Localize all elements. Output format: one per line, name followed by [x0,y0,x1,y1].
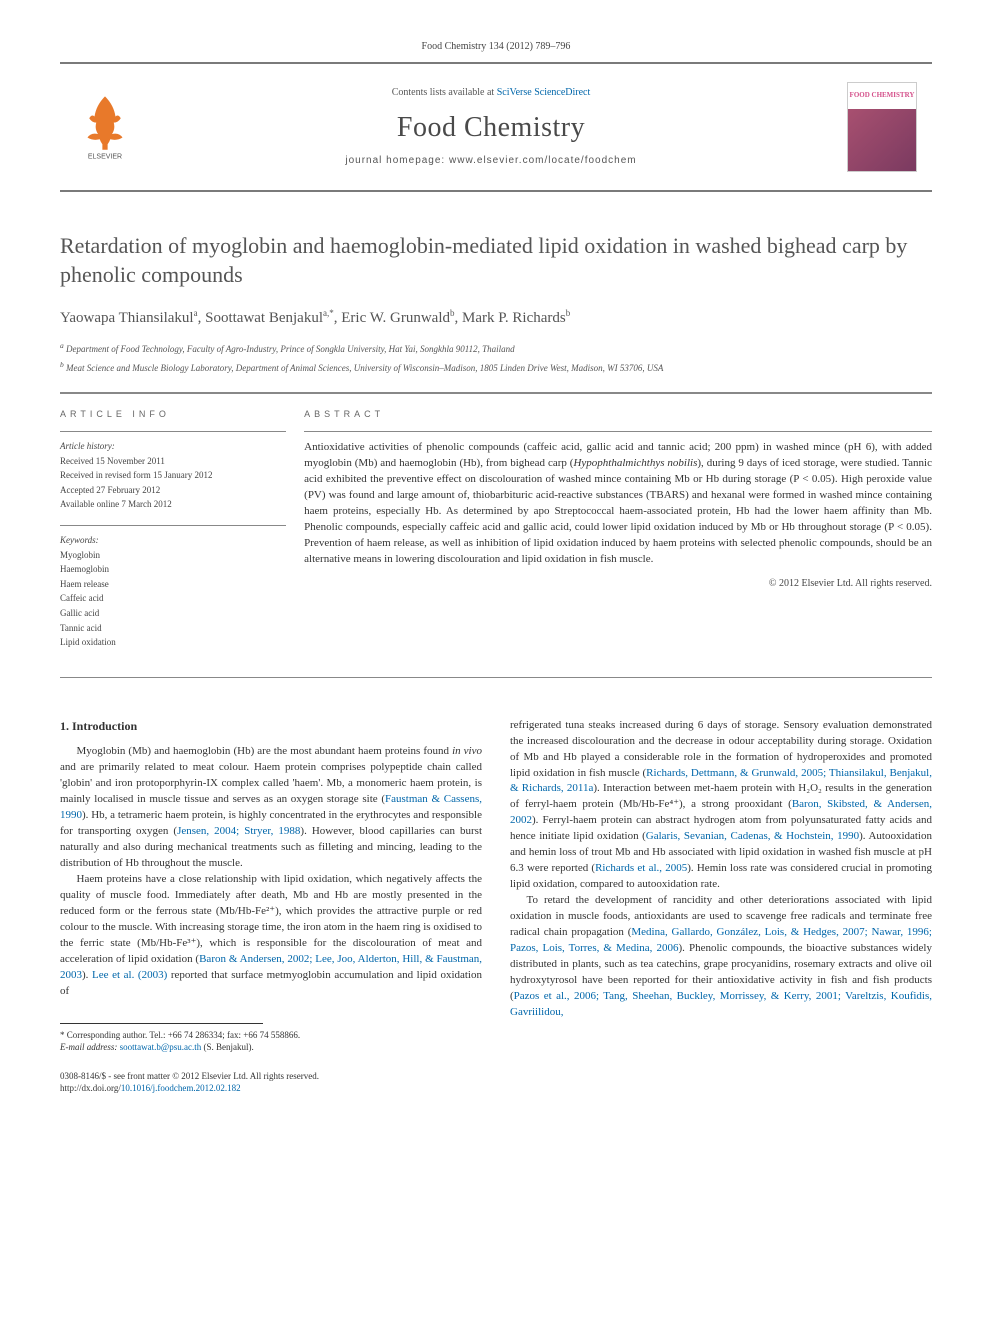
author-3[interactable]: Eric W. Grunwaldb [341,310,454,326]
history-online: Available online 7 March 2012 [60,498,286,511]
history-revised: Received in revised form 15 January 2012 [60,469,286,482]
body-two-column: 1. Introduction Myoglobin (Mb) and haemo… [60,718,932,1054]
journal-name: Food Chemistry [397,108,585,147]
keyword-1: Myoglobin [60,549,286,562]
contents-prefix: Contents lists available at [392,87,497,98]
corresponding-author-footnote: * Corresponding author. Tel.: +66 74 286… [60,1030,482,1042]
abstract-rule [304,431,932,432]
keyword-3: Haem release [60,578,286,591]
right-column: refrigerated tuna steaks increased durin… [510,718,932,1054]
journal-reference: Food Chemistry 134 (2012) 789–796 [60,40,932,54]
journal-header: ELSEVIER Contents lists available at Sci… [60,62,932,192]
front-matter-line: 0308-8146/$ - see front matter © 2012 El… [60,1070,319,1083]
doi-link[interactable]: 10.1016/j.foodchem.2012.02.182 [121,1083,241,1093]
intro-para-3: refrigerated tuna steaks increased durin… [510,718,932,893]
publisher-logo-cell: ELSEVIER [60,64,150,190]
footer-left: 0308-8146/$ - see front matter © 2012 El… [60,1070,319,1095]
info-abstract-row: ARTICLE INFO Article history: Received 1… [60,393,932,677]
keyword-4: Caffeic acid [60,592,286,605]
svg-text:ELSEVIER: ELSEVIER [88,154,122,161]
cover-thumb-cell: FOOD CHEMISTRY [832,64,932,190]
page-footer: 0308-8146/$ - see front matter © 2012 El… [60,1070,932,1095]
keyword-6: Tannic acid [60,622,286,635]
keywords-block: Keywords: Myoglobin Haemoglobin Haem rel… [60,534,286,649]
history-label: Article history: [60,440,286,453]
keyword-2: Haemoglobin [60,563,286,576]
footnote-divider [60,1023,263,1024]
article-history-block: Article history: Received 15 November 20… [60,440,286,511]
left-column: 1. Introduction Myoglobin (Mb) and haemo… [60,718,482,1054]
history-accepted: Accepted 27 February 2012 [60,484,286,497]
homepage-prefix: journal homepage: [345,155,449,166]
header-center: Contents lists available at SciVerse Sci… [150,64,832,190]
keyword-5: Gallic acid [60,607,286,620]
info-rule-1 [60,431,286,432]
info-rule-2 [60,525,286,526]
abstract-column: ABSTRACT Antioxidative activities of phe… [304,393,932,676]
affiliation-a: a Department of Food Technology, Faculty… [60,341,932,356]
history-received: Received 15 November 2011 [60,455,286,468]
abstract-copyright: © 2012 Elsevier Ltd. All rights reserved… [304,577,932,591]
keyword-7: Lipid oxidation [60,636,286,649]
journal-cover-thumbnail: FOOD CHEMISTRY [847,82,917,172]
abstract-text: Antioxidative activities of phenolic com… [304,440,932,568]
abstract-heading: ABSTRACT [304,408,932,421]
intro-para-1: Myoglobin (Mb) and haemoglobin (Hb) are … [60,744,482,872]
homepage-url[interactable]: www.elsevier.com/locate/foodchem [449,155,637,166]
author-2-corresponding[interactable]: Soottawat Benjakula,* [205,310,334,326]
article-info-heading: ARTICLE INFO [60,408,286,421]
email-footnote: E-mail address: soottawat.b@psu.ac.th (S… [60,1042,482,1054]
ref-pazos-tang-vareltzis[interactable]: Pazos et al., 2006; Tang, Sheehan, Buckl… [510,990,932,1018]
intro-para-2: Haem proteins have a close relationship … [60,872,482,1000]
ref-lee-2003[interactable]: Lee et al. (2003) [92,969,167,981]
affiliation-b: b Meat Science and Muscle Biology Labora… [60,360,932,375]
email-link[interactable]: soottawat.b@psu.ac.th [120,1042,202,1052]
intro-para-4: To retard the development of rancidity a… [510,893,932,1021]
ref-jensen-stryer[interactable]: Jensen, 2004; Stryer, 1988 [177,825,300,837]
elsevier-logo: ELSEVIER [75,92,135,162]
email-label: E-mail address: [60,1042,117,1052]
species-name: Hypophthalmichthys nobilis [573,457,697,469]
keywords-label: Keywords: [60,534,286,547]
contents-line: Contents lists available at SciVerse Sci… [392,86,591,100]
ref-galaris[interactable]: Galaris, Sevanian, Cadenas, & Hochstein,… [646,830,859,842]
author-1[interactable]: Yaowapa Thiansilakula [60,310,198,326]
ref-richards-2005[interactable]: Richards et al., 2005 [595,862,687,874]
doi-line: http://dx.doi.org/10.1016/j.foodchem.201… [60,1082,319,1095]
authors-line: Yaowapa Thiansilakula, Soottawat Benjaku… [60,307,932,329]
cover-title: FOOD CHEMISTRY [848,83,916,109]
article-title: Retardation of myoglobin and haemoglobin… [60,232,932,289]
article-info-column: ARTICLE INFO Article history: Received 1… [60,393,304,676]
sciverse-link[interactable]: SciVerse ScienceDirect [497,87,591,98]
homepage-line: journal homepage: www.elsevier.com/locat… [345,154,636,168]
author-4[interactable]: Mark P. Richardsb [462,310,570,326]
section-1-heading: 1. Introduction [60,718,482,735]
cover-image-area [848,109,916,171]
